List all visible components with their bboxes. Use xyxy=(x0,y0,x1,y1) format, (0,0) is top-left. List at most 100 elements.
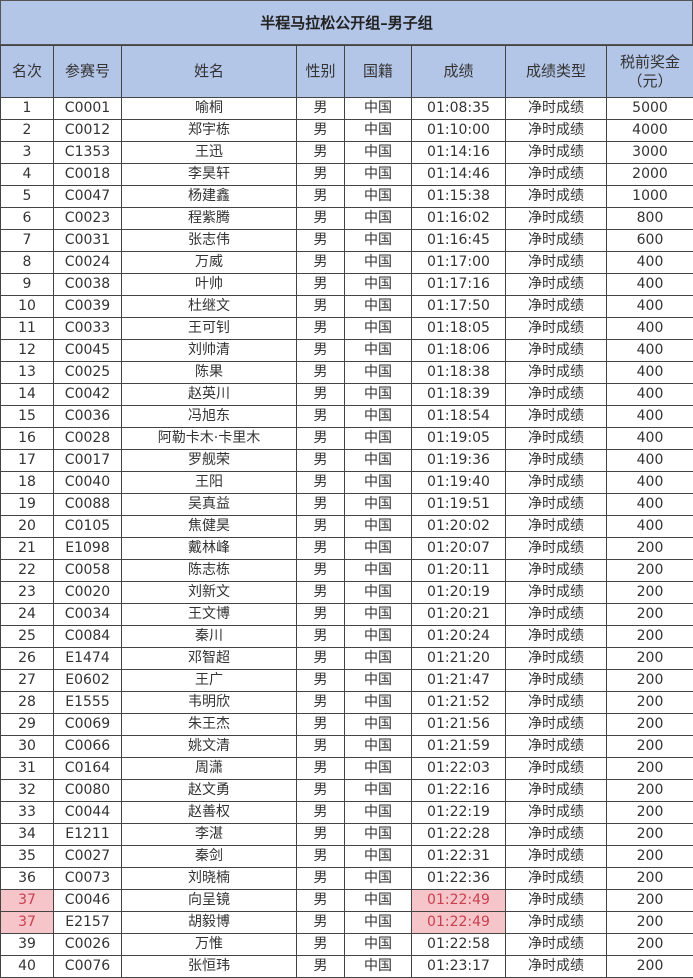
table-row: 36 C0073 刘晓楠男中国 01:22:36 净时成绩 200 xyxy=(0,867,693,890)
cell-gender: 男 xyxy=(296,207,345,230)
cell-nation: 中国 xyxy=(344,779,412,802)
cell-name: 邓智超 xyxy=(121,647,297,670)
cell-type: 净时成绩 xyxy=(505,295,607,318)
table-row: 4 C0018 李昊轩男中国 01:14:46 净时成绩 2000 xyxy=(0,163,693,186)
cell-name: 戴林峰 xyxy=(121,537,297,560)
cell-type: 净时成绩 xyxy=(505,603,607,626)
cell-gender: 男 xyxy=(296,493,345,516)
table-row: 3 C1353 王迅男中国 01:14:16 净时成绩 3000 xyxy=(0,141,693,164)
cell-bib: C0047 xyxy=(53,185,122,208)
cell-time: 01:22:03 xyxy=(411,757,506,780)
cell-time: 01:20:11 xyxy=(411,559,506,582)
cell-rank: 25 xyxy=(0,625,54,648)
header-time: 成绩 xyxy=(411,45,506,98)
cell-name: 陈果 xyxy=(121,361,297,384)
cell-gender: 男 xyxy=(296,229,345,252)
header-nation: 国籍 xyxy=(344,45,412,98)
cell-name: 刘晓楠 xyxy=(121,867,297,890)
cell-gender: 男 xyxy=(296,163,345,186)
cell-name: 王可钊 xyxy=(121,317,297,340)
cell-prize: 200 xyxy=(606,735,693,758)
cell-nation: 中国 xyxy=(344,317,412,340)
cell-bib: C0034 xyxy=(53,603,122,626)
cell-prize: 200 xyxy=(606,757,693,780)
cell-gender: 男 xyxy=(296,955,345,978)
cell-type: 净时成绩 xyxy=(505,273,607,296)
cell-gender: 男 xyxy=(296,471,345,494)
cell-prize: 200 xyxy=(606,933,693,956)
cell-name: 阿勒卡木·卡里木 xyxy=(121,427,297,450)
cell-type: 净时成绩 xyxy=(505,713,607,736)
cell-rank: 32 xyxy=(0,779,54,802)
cell-nation: 中国 xyxy=(344,559,412,582)
cell-bib: C0042 xyxy=(53,383,122,406)
cell-name: 王阳 xyxy=(121,471,297,494)
cell-gender: 男 xyxy=(296,713,345,736)
cell-name: 罗舰荣 xyxy=(121,449,297,472)
table-row: 5 C0047 杨建鑫男中国 01:15:38 净时成绩 1000 xyxy=(0,185,693,208)
cell-nation: 中国 xyxy=(344,845,412,868)
table-row: 39 C0026 万惟男中国 01:22:58 净时成绩 200 xyxy=(0,933,693,956)
cell-time: 01:19:05 xyxy=(411,427,506,450)
cell-nation: 中国 xyxy=(344,933,412,956)
cell-rank: 35 xyxy=(0,845,54,868)
cell-nation: 中国 xyxy=(344,581,412,604)
cell-type: 净时成绩 xyxy=(505,515,607,538)
cell-prize: 200 xyxy=(606,691,693,714)
cell-type: 净时成绩 xyxy=(505,801,607,824)
cell-name: 李昊轩 xyxy=(121,163,297,186)
cell-type: 净时成绩 xyxy=(505,163,607,186)
cell-type: 净时成绩 xyxy=(505,317,607,340)
cell-nation: 中国 xyxy=(344,955,412,978)
cell-nation: 中国 xyxy=(344,867,412,890)
cell-nation: 中国 xyxy=(344,911,412,934)
cell-rank: 26 xyxy=(0,647,54,670)
cell-time: 01:22:16 xyxy=(411,779,506,802)
cell-time: 01:20:21 xyxy=(411,603,506,626)
cell-nation: 中国 xyxy=(344,251,412,274)
header-gender: 性别 xyxy=(296,45,345,98)
cell-bib: C0058 xyxy=(53,559,122,582)
table-row: 25 C0084 秦川男中国 01:20:24 净时成绩 200 xyxy=(0,625,693,648)
cell-time: 01:20:19 xyxy=(411,581,506,604)
cell-bib: C0076 xyxy=(53,955,122,978)
cell-type: 净时成绩 xyxy=(505,119,607,142)
header-prize: 税前奖金（元） xyxy=(606,45,693,98)
cell-nation: 中国 xyxy=(344,119,412,142)
cell-type: 净时成绩 xyxy=(505,207,607,230)
cell-type: 净时成绩 xyxy=(505,735,607,758)
cell-prize: 2000 xyxy=(606,163,693,186)
cell-bib: C0033 xyxy=(53,317,122,340)
table-row: 20 C0105 焦健昊男中国 01:20:02 净时成绩 400 xyxy=(0,515,693,538)
cell-prize: 200 xyxy=(606,537,693,560)
cell-time: 01:21:52 xyxy=(411,691,506,714)
cell-prize: 400 xyxy=(606,383,693,406)
cell-gender: 男 xyxy=(296,317,345,340)
table-row: 28 E1555 韦明欣男中国 01:21:52 净时成绩 200 xyxy=(0,691,693,714)
cell-type: 净时成绩 xyxy=(505,757,607,780)
cell-bib: C0044 xyxy=(53,801,122,824)
cell-rank: 16 xyxy=(0,427,54,450)
cell-nation: 中国 xyxy=(344,625,412,648)
cell-name: 王文博 xyxy=(121,603,297,626)
cell-time: 01:22:58 xyxy=(411,933,506,956)
cell-nation: 中国 xyxy=(344,669,412,692)
header-row: 名次 参赛号 姓名 性别 国籍 成绩 成绩类型 税前奖金（元） xyxy=(0,45,693,98)
cell-time: 01:14:46 xyxy=(411,163,506,186)
cell-bib: C0026 xyxy=(53,933,122,956)
cell-gender: 男 xyxy=(296,867,345,890)
table-row: 6 C0023 程紫腾男中国 01:16:02 净时成绩 800 xyxy=(0,207,693,230)
cell-rank: 17 xyxy=(0,449,54,472)
cell-rank: 12 xyxy=(0,339,54,362)
header-rank: 名次 xyxy=(0,45,54,98)
cell-gender: 男 xyxy=(296,361,345,384)
cell-nation: 中国 xyxy=(344,229,412,252)
cell-time: 01:19:51 xyxy=(411,493,506,516)
cell-time: 01:18:54 xyxy=(411,405,506,428)
cell-rank: 37 xyxy=(0,911,54,934)
cell-time: 01:22:36 xyxy=(411,867,506,890)
table-row: 7 C0031 张志伟男中国 01:16:45 净时成绩 600 xyxy=(0,229,693,252)
cell-nation: 中国 xyxy=(344,339,412,362)
cell-type: 净时成绩 xyxy=(505,691,607,714)
cell-time: 01:08:35 xyxy=(411,97,506,120)
